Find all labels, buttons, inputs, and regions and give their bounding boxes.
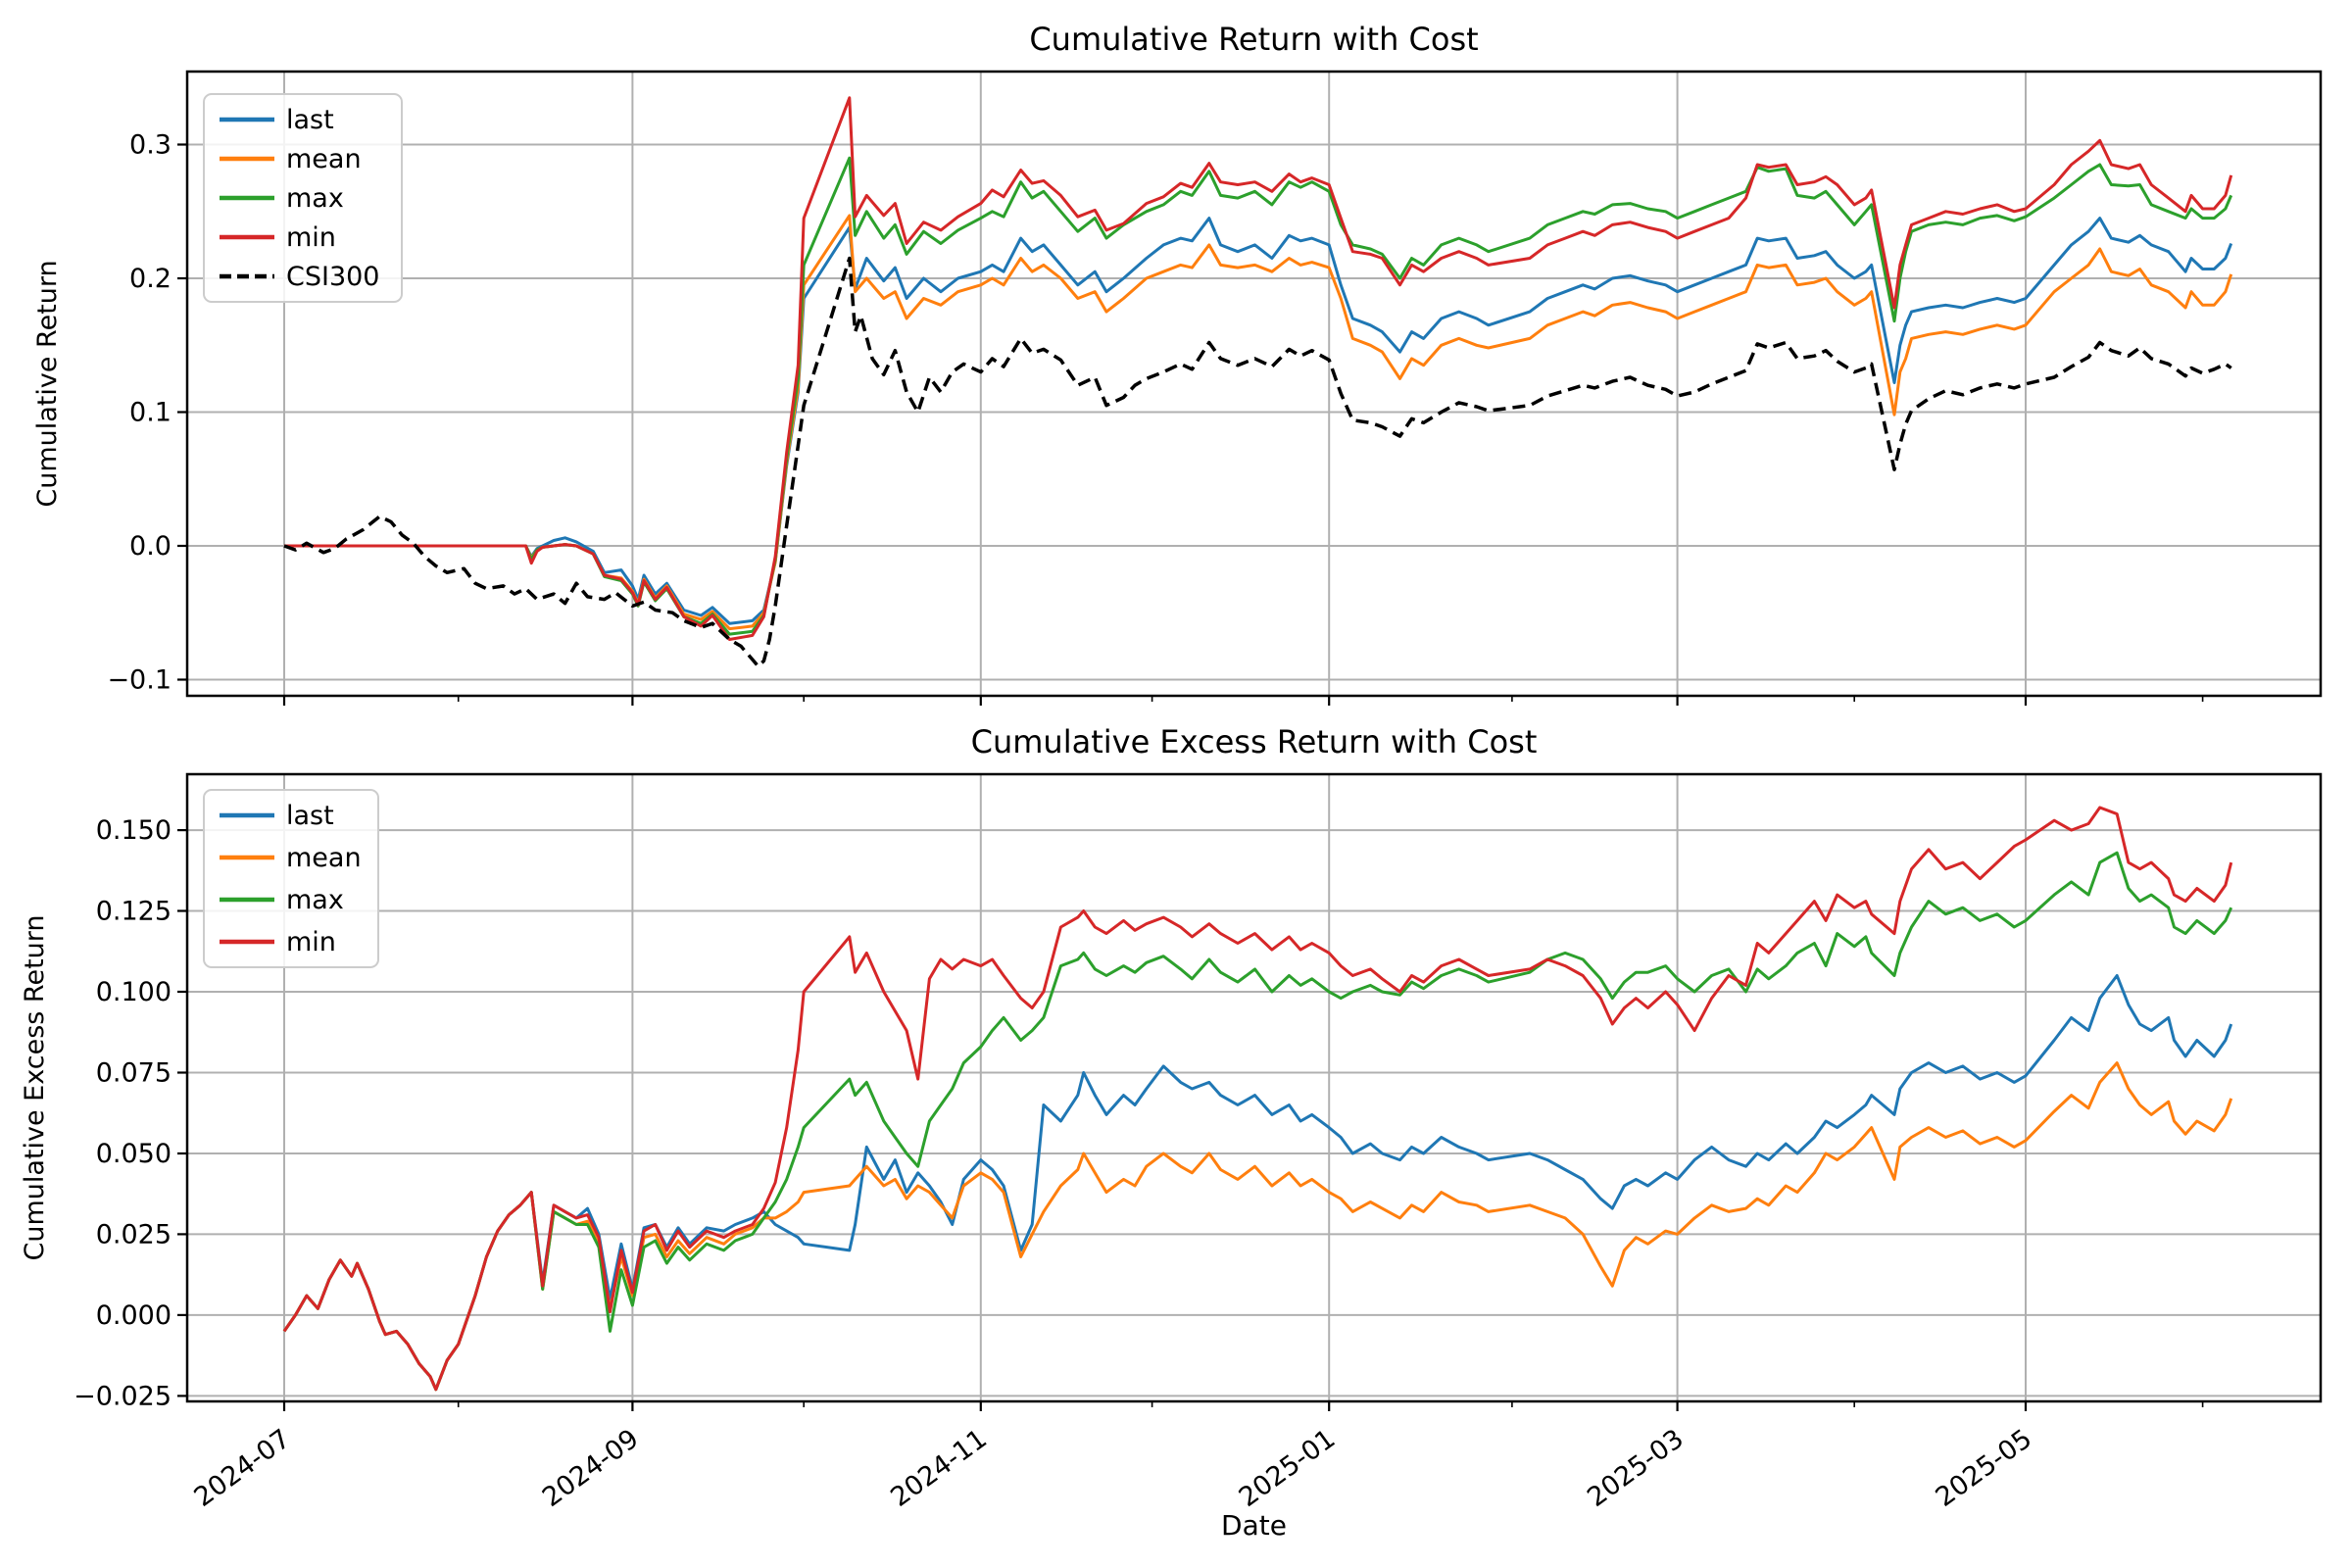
axis-ticks (177, 143, 2204, 706)
legend: last mean max min CSI300 (203, 93, 403, 303)
x-tick-label: 2024-09 (537, 1424, 644, 1513)
legend-label: mean (286, 843, 362, 873)
y-tick-label: 0.025 (96, 1219, 172, 1250)
x-tick-label: 2025-03 (1582, 1424, 1689, 1513)
legend-box (203, 789, 379, 968)
x-tick-label: 2025-01 (1234, 1424, 1341, 1513)
series-last (282, 974, 2233, 1392)
y-tick-label: 0.125 (96, 897, 172, 927)
y-tick-label: 0.3 (129, 130, 172, 161)
axes-spine (185, 772, 2323, 1403)
series-mean (284, 214, 2233, 631)
x-tick-label: 2025-05 (1931, 1424, 2037, 1513)
series-lines (282, 806, 2233, 1392)
series-min (282, 806, 2233, 1392)
y-axis-label: Cumulative Return (32, 260, 63, 507)
legend-label: mean (286, 144, 362, 174)
series-max (282, 851, 2233, 1392)
legend-label: last (286, 105, 334, 135)
gridlines (187, 774, 2321, 1401)
y-tick-label: 0.150 (96, 815, 172, 846)
y-tick-label: −0.1 (107, 664, 172, 695)
x-tick-label: 2024-07 (189, 1424, 296, 1513)
legend-label: max (286, 183, 344, 214)
series-last (284, 217, 2233, 625)
y-tick-label: 0.0 (129, 531, 172, 562)
y-tick-label: 0.2 (129, 264, 172, 294)
chart-title: Cumulative Return with Cost (1029, 21, 1478, 58)
y-axis-label: Cumulative Excess Return (20, 914, 50, 1260)
gridlines (187, 72, 2321, 696)
y-tick-label: 0.100 (96, 977, 172, 1007)
series-lines (283, 96, 2233, 668)
legend-label: min (286, 927, 336, 957)
y-tick-label: −0.025 (74, 1381, 172, 1411)
chart-title: Cumulative Excess Return with Cost (971, 723, 1538, 760)
legend-label: min (286, 222, 336, 253)
legend-label: last (286, 801, 334, 831)
series-mean (282, 1061, 2233, 1392)
y-tick-label: 0.000 (96, 1300, 172, 1331)
legend: last mean max min (203, 789, 379, 968)
legend-label: CSI300 (286, 262, 380, 292)
y-tick-label: 0.075 (96, 1057, 172, 1088)
legend-label: max (286, 885, 344, 915)
series-min (284, 96, 2233, 641)
x-axis-label: Date (1221, 1509, 1287, 1542)
y-tick-label: 0.050 (96, 1139, 172, 1169)
legend-box (203, 93, 403, 303)
y-tick-label: 0.1 (129, 398, 172, 428)
series-max (284, 156, 2233, 636)
axes-spine (185, 70, 2323, 698)
axis-ticks (177, 828, 2204, 1411)
x-tick-label: 2024-11 (885, 1424, 992, 1513)
cumulative-excess-return-plot: −0.025 0.000 0.025 0.050 0.075 0.100 0.125 0.15… (20, 723, 2323, 1542)
cumulative-return-plot: −0.1 0.0 0.1 0.2 0.3 Cumulative Return with C… (32, 21, 2323, 706)
series-CSI300 (283, 256, 2232, 668)
